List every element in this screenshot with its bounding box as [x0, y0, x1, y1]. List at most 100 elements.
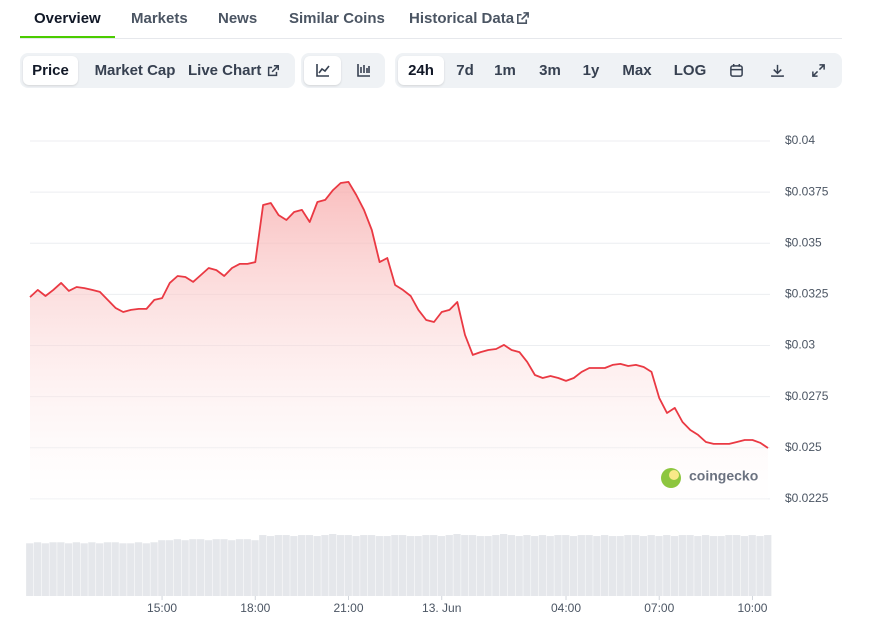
volume-bar [655, 536, 663, 596]
volume-bar [391, 535, 399, 596]
volume-bar [259, 535, 267, 596]
volume-bar [670, 536, 679, 596]
volume-bar [321, 535, 329, 596]
volume-bar [678, 535, 686, 596]
volume-bar [531, 536, 539, 596]
tab[interactable]: Similar Coins [289, 10, 385, 27]
volume-bar [639, 536, 648, 596]
volume-bar [134, 542, 143, 596]
y-tick-label: $0.0275 [785, 389, 829, 403]
y-tick-label: $0.0375 [785, 184, 829, 198]
volume-bar [251, 540, 259, 596]
volume-bar [585, 535, 593, 596]
volume-bar [329, 534, 337, 596]
volume-bar [468, 535, 477, 596]
volume-bar [158, 540, 166, 596]
volume-bar [538, 535, 547, 596]
watermark: coingecko [661, 468, 758, 488]
volume-bar [624, 535, 632, 596]
range-button[interactable]: 1y [582, 62, 600, 79]
external-icon [517, 12, 529, 24]
volume-bar [305, 535, 314, 596]
volume-bar [461, 535, 469, 596]
tab[interactable]: News [218, 10, 258, 27]
tab[interactable]: Historical Data [409, 10, 515, 27]
volume-bar [127, 543, 135, 596]
tab[interactable]: Overview [34, 10, 101, 27]
volume-bar [717, 536, 725, 596]
volume-bar [49, 542, 57, 596]
y-tick-label: $0.03 [785, 338, 815, 352]
volume-bar [103, 542, 112, 596]
volume-bar [523, 535, 531, 596]
range-button[interactable]: 24h [398, 56, 444, 85]
volume-bar [748, 535, 756, 596]
volume-bar [352, 536, 360, 596]
volume-bar [243, 539, 251, 596]
x-tick-label: 21:00 [333, 601, 363, 615]
range-button[interactable]: LOG [673, 62, 707, 79]
volume-bar [173, 539, 181, 596]
chart-type-group [301, 53, 385, 88]
candle-chart-button[interactable] [345, 56, 382, 85]
tab[interactable]: Markets [131, 10, 188, 27]
volume-bar [756, 536, 764, 596]
volume-bar [290, 536, 298, 596]
y-tick-label: $0.0225 [785, 491, 829, 505]
volume-bar [632, 535, 640, 596]
volume-bar [453, 534, 461, 596]
volume-bar [181, 540, 189, 596]
line-chart-button[interactable] [304, 56, 341, 85]
volume-bar [235, 539, 244, 596]
x-tick-label: 13. Jun [422, 601, 461, 615]
volume-bar [484, 536, 492, 596]
fullscreen-button[interactable] [803, 56, 833, 85]
range-button[interactable]: 1m [494, 62, 516, 79]
volume-bar [150, 542, 158, 596]
volume-bar [406, 536, 415, 596]
volume-bar [189, 539, 197, 596]
y-tick-label: $0.04 [785, 133, 815, 147]
volume-bar [437, 536, 446, 596]
volume-bar [220, 539, 228, 596]
volume-bar [204, 540, 213, 596]
x-tick-label: 10:00 [737, 601, 767, 615]
volume-bar [344, 535, 352, 596]
volume-bar [142, 543, 150, 596]
volume-bar [562, 535, 570, 596]
volume-bar [445, 535, 453, 596]
volume-bar [88, 542, 96, 596]
download-button[interactable] [762, 56, 792, 85]
volume-bar [33, 542, 42, 596]
volume-bar [593, 536, 601, 596]
area-fill [30, 181, 768, 505]
volume-bar [165, 540, 174, 596]
range-button[interactable]: Max [622, 62, 652, 79]
watermark-text: coingecko [689, 468, 758, 484]
y-tick-label: $0.035 [785, 235, 822, 249]
volume-bar [733, 535, 741, 596]
volume-bar [399, 535, 407, 596]
range-button[interactable]: 7d [456, 62, 474, 79]
calendar-button[interactable] [721, 56, 751, 85]
metric-button[interactable]: Market Cap [94, 62, 176, 79]
volume-bar [360, 535, 368, 596]
volume-bar [694, 536, 702, 596]
metric-button[interactable]: Price [23, 56, 78, 85]
volume-bar [96, 543, 104, 596]
volume-bar [197, 539, 205, 596]
volume-bar [80, 543, 88, 596]
volume-bar [119, 543, 127, 596]
volume-bar [57, 542, 65, 596]
volume-bar [422, 535, 430, 596]
volume-bar [663, 535, 671, 596]
volume-bar [608, 536, 617, 596]
volume-bar [577, 535, 585, 596]
volume-bar [686, 535, 694, 596]
metric-button[interactable]: Live Chart [188, 62, 262, 79]
volume-bar [554, 535, 562, 596]
range-button[interactable]: 3m [539, 62, 561, 79]
volume-bar [336, 535, 345, 596]
volume-bar [72, 542, 80, 596]
